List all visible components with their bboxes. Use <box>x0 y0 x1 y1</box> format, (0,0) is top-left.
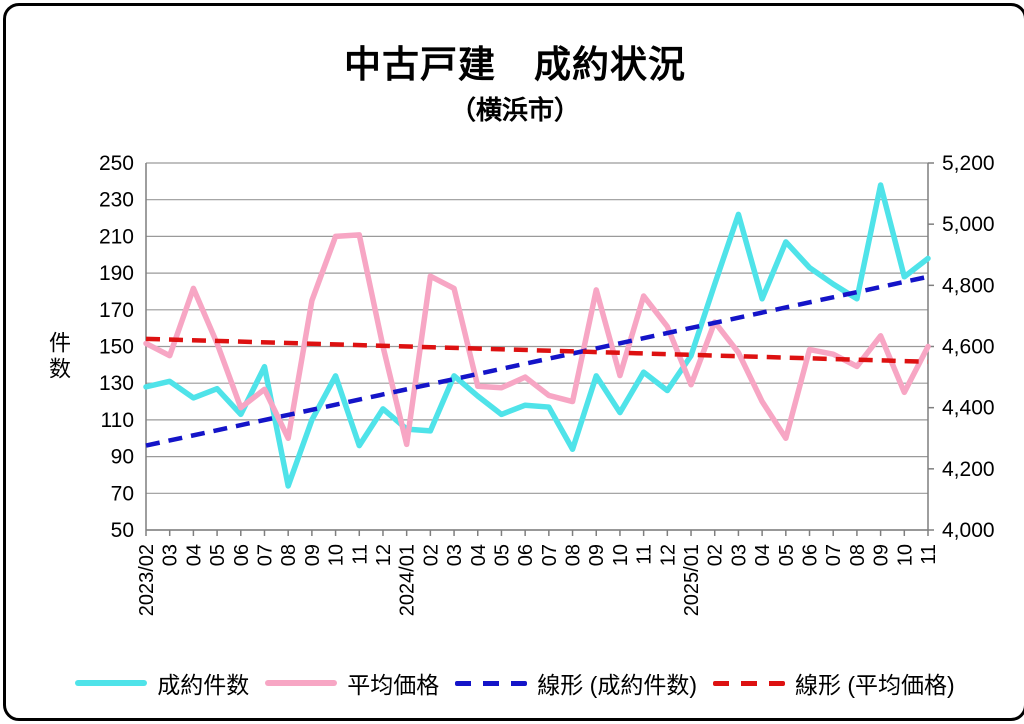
y-axis-label-right: 5,000 <box>942 213 995 236</box>
x-axis-label: 05 <box>776 544 798 566</box>
x-axis-label: 06 <box>515 544 537 566</box>
x-axis-label: 07 <box>823 544 845 566</box>
y-axis-label-left: 90 <box>111 446 134 469</box>
y-axis-label-left: 230 <box>99 189 134 212</box>
legend-label: 成約件数 <box>157 672 250 698</box>
x-axis-label: 08 <box>278 544 300 566</box>
page-frame: 中古戸建 成約状況 （横浜市） 件数 50 70 90 110 130 150 170 190… <box>3 3 1024 721</box>
x-axis-label: 03 <box>160 544 182 566</box>
x-axis-label: 08 <box>847 544 869 566</box>
series-line-成約件数 <box>143 182 931 489</box>
trendline-線形 (成約件数) <box>145 274 929 448</box>
y-axis-label-left: 190 <box>99 262 134 285</box>
x-axis-label: 09 <box>586 544 608 566</box>
legend-swatch-dashed <box>455 680 528 686</box>
y-axis-label-left: 130 <box>99 372 134 395</box>
x-axis-label: 08 <box>563 544 585 566</box>
legend-item-線形 (成約件数): 線形 (成約件数) <box>455 666 697 700</box>
y-axis-label-left: 210 <box>99 225 134 248</box>
x-axis-label: 03 <box>444 544 466 566</box>
chart-legend: 成約件数 平均価格 線形 (成約件数) 線形 (平均価格) <box>6 666 1024 700</box>
y-axis-label-right: 4,200 <box>942 458 995 481</box>
y-axis-label-left: 70 <box>111 482 134 505</box>
y-axis-label-right: 4,800 <box>942 274 995 297</box>
x-axis-label: 04 <box>752 544 774 566</box>
x-axis-label: 03 <box>728 544 750 566</box>
x-axis-label: 10 <box>894 544 916 566</box>
x-axis-label: 05 <box>207 544 229 566</box>
y-axis-label-right: 4,400 <box>942 397 995 420</box>
x-axis-label: 05 <box>491 544 513 566</box>
legend-item-平均価格: 平均価格 <box>265 666 439 700</box>
x-axis-label: 11 <box>634 544 656 565</box>
x-axis-label: 12 <box>657 544 679 566</box>
x-axis-label: 02 <box>705 544 727 566</box>
legend-swatch-solid <box>265 680 338 686</box>
legend-item-成約件数: 成約件数 <box>75 666 249 700</box>
legend-label: 線形 (平均価格) <box>795 672 955 698</box>
x-axis-label: 10 <box>326 544 348 566</box>
y-axis-label-left: 170 <box>99 299 134 322</box>
trendline-線形 (平均価格) <box>145 336 929 365</box>
chart-subtitle: （横浜市） <box>449 95 580 125</box>
y-axis-label-left: 50 <box>111 519 134 542</box>
legend-swatch-dashed <box>713 680 785 686</box>
y-axis-label-right: 4,600 <box>942 336 995 359</box>
y-axis-title: 件数 <box>46 331 71 383</box>
x-axis-label: 04 <box>468 544 490 566</box>
x-axis-label: 04 <box>183 544 205 566</box>
x-axis-label: 2024/01 <box>397 544 419 616</box>
x-axis-label: 07 <box>254 544 276 566</box>
y-axis-label-right: 5,200 <box>942 152 995 175</box>
legend-label: 平均価格 <box>347 672 440 698</box>
x-axis-label: 09 <box>302 544 324 566</box>
x-axis-label: 07 <box>539 544 561 566</box>
x-axis-label: 12 <box>373 544 395 566</box>
legend-label: 線形 (成約件数) <box>537 672 697 698</box>
y-axis-label-left: 150 <box>99 336 134 359</box>
y-axis-label-left: 250 <box>99 152 134 175</box>
x-axis-label: 02 <box>420 544 442 566</box>
x-axis-label: 06 <box>231 544 253 566</box>
y-axis-label-right: 4,000 <box>942 519 995 542</box>
chart-plot-area: 50 70 90 110 130 150 170 190 210 230 250 4,000 4,200… <box>99 152 995 616</box>
x-axis-label: 2025/01 <box>681 544 703 616</box>
x-axis-label: 06 <box>800 544 822 566</box>
x-axis-label: 11 <box>918 544 940 565</box>
chart-title: 中古戸建 成約状況 <box>344 44 686 85</box>
x-axis-label: 10 <box>610 544 632 566</box>
x-axis-label: 09 <box>871 544 893 566</box>
legend-swatch-solid <box>75 680 148 686</box>
y-axis-label-left: 110 <box>101 409 134 432</box>
legend-item-線形 (平均価格): 線形 (平均価格) <box>713 666 955 700</box>
x-axis-label: 11 <box>349 544 371 565</box>
series-line-平均価格 <box>143 232 931 448</box>
x-axis-label: 2023/02 <box>136 544 158 616</box>
